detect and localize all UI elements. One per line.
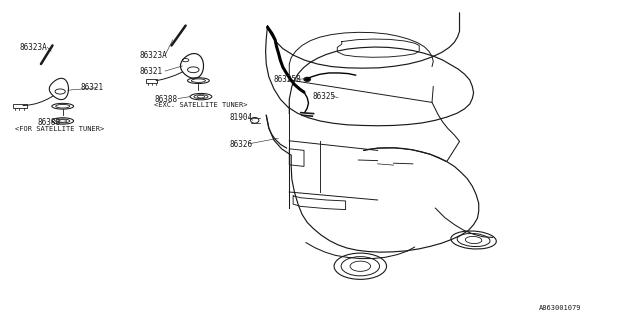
Text: 86388: 86388	[37, 118, 60, 127]
Text: 86388: 86388	[155, 95, 178, 104]
Text: 86325: 86325	[312, 92, 335, 100]
Text: 86325B: 86325B	[274, 75, 301, 84]
Ellipse shape	[304, 77, 310, 81]
Text: 86321: 86321	[140, 67, 163, 76]
Text: 81904: 81904	[229, 113, 252, 122]
Text: 86323A: 86323A	[19, 43, 47, 52]
Text: 86321: 86321	[81, 83, 104, 92]
Text: 86326: 86326	[229, 140, 252, 149]
Text: <EXC. SATELLITE TUNER>: <EXC. SATELLITE TUNER>	[154, 102, 247, 108]
Text: <FOR SATELLITE TUNER>: <FOR SATELLITE TUNER>	[15, 126, 104, 132]
Bar	[13, 104, 27, 108]
Text: 86323A: 86323A	[140, 51, 167, 60]
Text: A863001079: A863001079	[539, 305, 581, 311]
Bar	[146, 79, 157, 83]
